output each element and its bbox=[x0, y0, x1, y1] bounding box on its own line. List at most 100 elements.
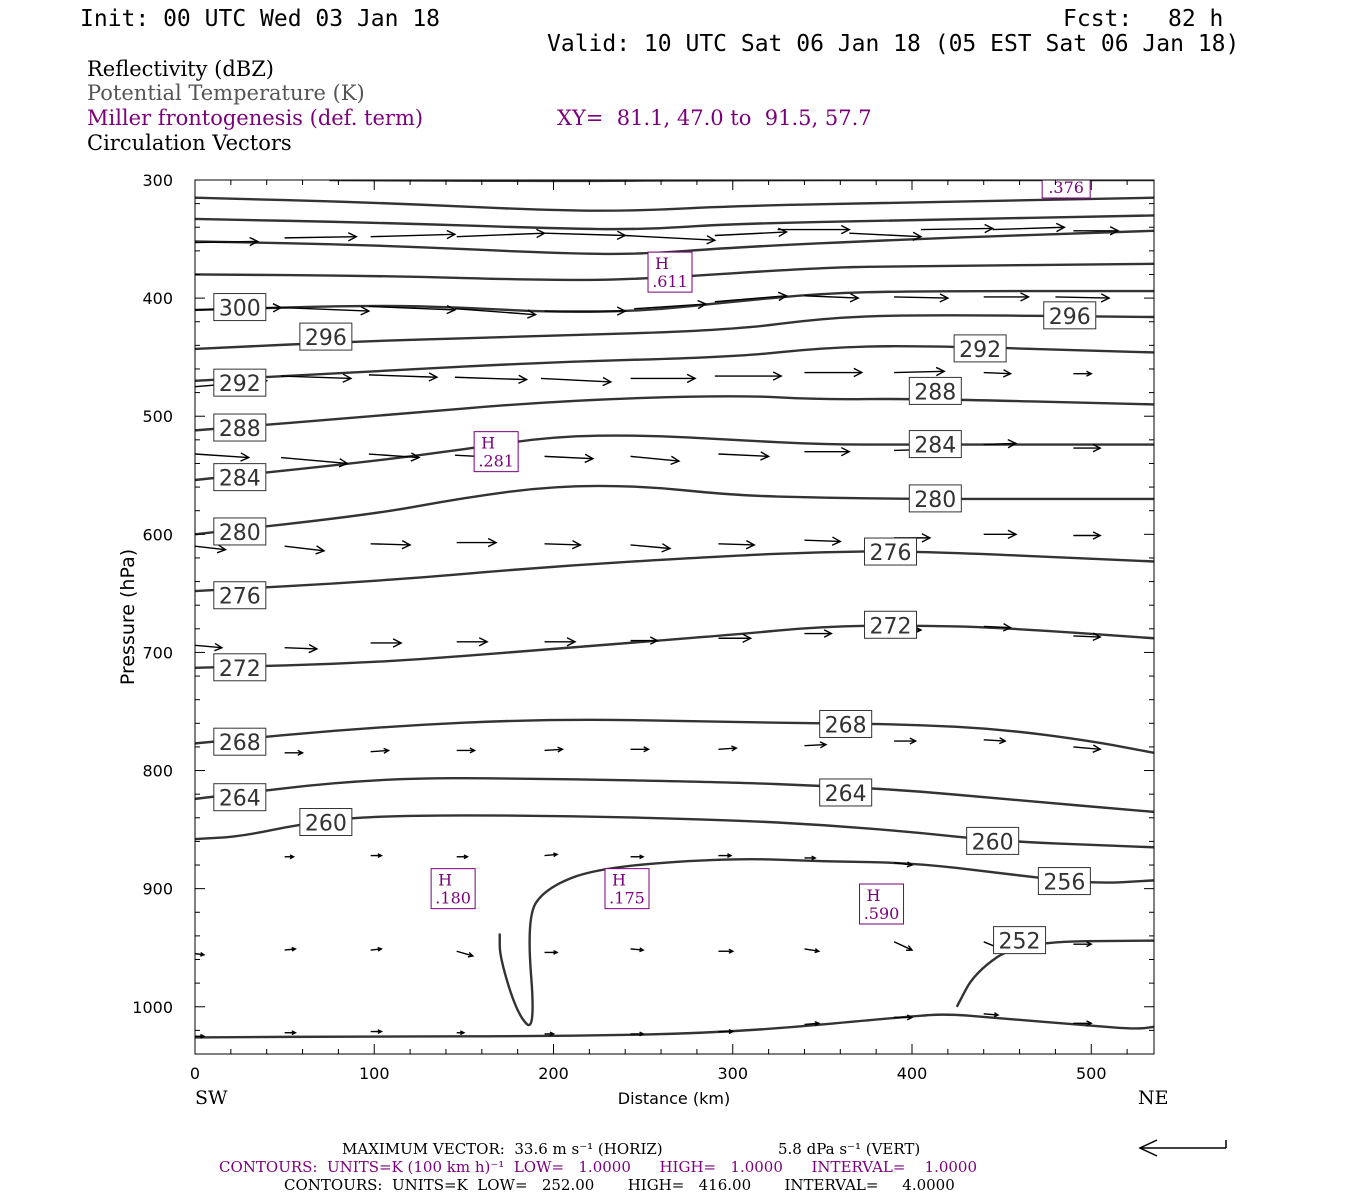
circulation-vector bbox=[544, 539, 582, 550]
circulation-vector bbox=[777, 224, 851, 235]
theta-contour-line bbox=[955, 939, 1154, 1008]
y-tick-label: 700 bbox=[142, 643, 173, 662]
circulation-vector bbox=[992, 222, 1066, 233]
circulation-vector bbox=[284, 854, 296, 860]
theta-label-text: 280 bbox=[914, 488, 956, 513]
circulation-vector bbox=[456, 1030, 466, 1036]
reference-vector-arrow bbox=[1138, 1139, 1227, 1157]
axes: 0 100 200 300 400 500 300 400 500 600 700 800 900 100… bbox=[132, 171, 1154, 1083]
frontogenesis-max-value: .590 bbox=[864, 904, 900, 923]
legend-circulation-vectors: Circulation Vectors bbox=[87, 131, 292, 155]
theta-label: 268 bbox=[819, 709, 873, 738]
theta-contour-line bbox=[195, 624, 1154, 669]
circulation-vector bbox=[284, 545, 326, 555]
frontogenesis-max-label: H bbox=[438, 871, 452, 890]
circulation-vector bbox=[894, 1014, 914, 1021]
circulation-vector bbox=[718, 633, 753, 643]
circulation-vector bbox=[804, 367, 864, 378]
circulation-vector bbox=[630, 1031, 645, 1037]
theta-label-box bbox=[213, 293, 267, 322]
circulation-vector bbox=[1073, 941, 1093, 948]
theta-label-text: 276 bbox=[869, 541, 911, 566]
circulation-vector bbox=[714, 371, 783, 381]
circulation-vector bbox=[456, 537, 498, 548]
circulation-vector bbox=[804, 741, 828, 749]
legend-potential-temperature: Potential Temperature (K) bbox=[87, 81, 365, 105]
y-tick-label: 1000 bbox=[132, 998, 173, 1017]
theta-label: 296 bbox=[299, 322, 353, 351]
theta-label-text: 264 bbox=[219, 787, 261, 812]
theta-label: 284 bbox=[213, 463, 267, 492]
circulation-vector bbox=[1073, 744, 1102, 753]
theta-label: 280 bbox=[213, 517, 267, 546]
circulation-vector bbox=[370, 946, 383, 952]
theta-label-box bbox=[863, 610, 917, 639]
frontogenesis-max-value: .175 bbox=[609, 889, 645, 908]
theta-label-text: 284 bbox=[219, 467, 261, 492]
theta-contour-line bbox=[195, 776, 1154, 814]
circulation-vector bbox=[630, 854, 645, 860]
fcst-label: Fcst: bbox=[1063, 6, 1133, 32]
theta-label-text: 260 bbox=[972, 830, 1014, 855]
frontogenesis-max-label: H bbox=[481, 434, 495, 453]
theta-label: 260 bbox=[299, 808, 353, 837]
theta-label-text: 276 bbox=[219, 585, 261, 610]
circulation-vector bbox=[893, 941, 914, 951]
circulation-vector bbox=[370, 540, 412, 550]
circulation-vector bbox=[804, 855, 817, 861]
circulation-vector bbox=[718, 1028, 735, 1035]
circulation-vector bbox=[983, 369, 1013, 378]
contours-theta-info: CONTOURS: UNITS=K LOW= 252.00 HIGH= 416.… bbox=[284, 1176, 955, 1194]
circulation-vector bbox=[718, 745, 738, 752]
legend-reflectivity: Reflectivity (dBZ) bbox=[87, 57, 275, 81]
theta-contours bbox=[195, 180, 1154, 1039]
theta-contour-line bbox=[195, 484, 1154, 536]
theta-label-text: 288 bbox=[914, 380, 956, 405]
circulation-vector bbox=[195, 951, 206, 957]
frontogenesis-max-value: .611 bbox=[652, 272, 688, 291]
theta-label-box bbox=[908, 484, 962, 513]
circulation-vector bbox=[370, 1029, 383, 1034]
circulation-vector bbox=[893, 861, 914, 868]
y-tick-label: 600 bbox=[142, 525, 173, 544]
theta-contour-line bbox=[195, 395, 1154, 432]
circulation-vector bbox=[368, 304, 457, 315]
circulation-vector bbox=[983, 292, 1031, 302]
circulation-vector bbox=[456, 637, 489, 647]
theta-label-text: 284 bbox=[914, 434, 956, 459]
frontogenesis-max-value: .376 bbox=[1048, 178, 1084, 197]
theta-label: 292 bbox=[953, 334, 1007, 363]
x-tick-label: 100 bbox=[359, 1064, 390, 1083]
y-tick-label: 500 bbox=[142, 407, 173, 426]
circulation-vector bbox=[544, 306, 627, 316]
theta-label: 256 bbox=[1037, 867, 1091, 896]
circulation-vector bbox=[718, 539, 756, 550]
theta-contour-line bbox=[498, 858, 1154, 1027]
theta-label-box bbox=[213, 413, 267, 442]
circulation-vector bbox=[1073, 632, 1102, 642]
theta-contour-line bbox=[195, 718, 1154, 755]
frontogenesis-max-label: H bbox=[612, 871, 626, 890]
circulation-vector bbox=[544, 949, 559, 955]
circulation-vector bbox=[804, 293, 860, 303]
theta-label: 268 bbox=[213, 727, 267, 756]
circulation-vector bbox=[630, 636, 660, 645]
circulation-vector bbox=[370, 853, 383, 859]
y-tick-label: 300 bbox=[142, 171, 173, 190]
x-tick-label: 300 bbox=[717, 1064, 748, 1083]
theta-contour-line bbox=[195, 1013, 1154, 1039]
circulation-vector bbox=[195, 544, 228, 554]
circulation-vector bbox=[849, 231, 923, 242]
theta-label-text: 272 bbox=[869, 614, 911, 639]
theta-label-box bbox=[213, 463, 267, 492]
theta-label-box bbox=[819, 778, 873, 807]
circulation-vector bbox=[368, 452, 421, 462]
theta-label: 260 bbox=[966, 826, 1020, 855]
circulation-vector bbox=[1073, 531, 1102, 540]
frontogenesis-max-marker: H.590 bbox=[859, 883, 905, 925]
circulation-vector bbox=[195, 452, 251, 462]
circulation-vector bbox=[718, 451, 771, 461]
circulation-vector bbox=[195, 1033, 206, 1039]
circulation-vector bbox=[983, 623, 1013, 632]
max-vector-vert: 5.8 dPa s⁻¹ (VERT) bbox=[778, 1140, 921, 1158]
